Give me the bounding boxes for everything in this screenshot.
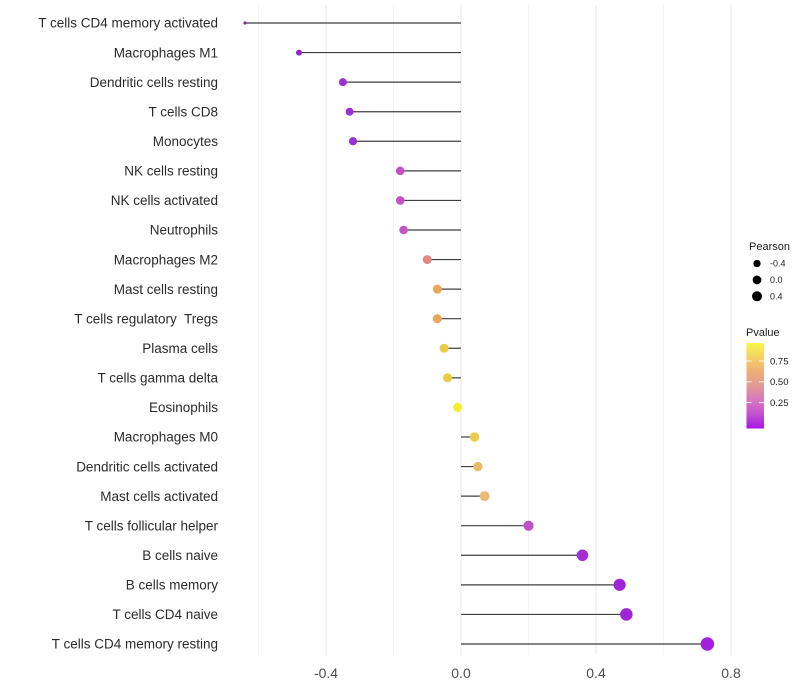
row-label: T cells regulatory Tregs <box>74 311 218 326</box>
row-label: Macrophages M2 <box>114 252 218 267</box>
row-label: NK cells activated <box>111 193 218 208</box>
row-label: Mast cells activated <box>100 489 218 504</box>
row-label: T cells CD4 memory activated <box>38 16 218 31</box>
dot <box>576 549 589 562</box>
dot <box>439 343 449 353</box>
dot <box>700 637 715 651</box>
dot <box>399 225 408 235</box>
pearson-legend-title: Pearson <box>749 241 790 253</box>
dot <box>243 21 247 25</box>
row-label: B cells naive <box>142 548 218 563</box>
row-label: Dendritic cells resting <box>90 75 218 90</box>
dot <box>296 49 302 56</box>
row-label: T cells follicular helper <box>85 518 219 533</box>
dot <box>345 107 354 116</box>
pvalue-tick-label: 0.75 <box>770 356 789 367</box>
dot <box>432 284 442 294</box>
row-label: T cells CD8 <box>148 104 218 119</box>
dot <box>348 137 358 146</box>
pearson-legend-dot <box>753 259 761 268</box>
row-label: Mast cells resting <box>114 282 218 297</box>
row-label: Monocytes <box>153 134 219 149</box>
pvalue-legend-title: Pvalue <box>746 327 780 339</box>
row-label: Macrophages M0 <box>114 430 218 445</box>
dot <box>395 196 405 205</box>
pearson-legend-label: 0.4 <box>770 291 783 301</box>
dot <box>473 461 483 472</box>
pearson-legend-label: -0.4 <box>770 259 786 269</box>
dot <box>453 402 463 412</box>
row-label: T cells CD4 naive <box>112 607 218 622</box>
dot <box>613 578 626 591</box>
pvalue-colorbar <box>746 343 764 429</box>
row-label: T cells CD4 memory resting <box>52 637 218 652</box>
dot <box>395 166 405 176</box>
dot <box>422 255 432 265</box>
row-label: Neutrophils <box>150 223 219 238</box>
x-tick-label: 0.8 <box>721 665 741 681</box>
pearson-legend-dot <box>752 275 762 285</box>
pvalue-tick-label: 0.50 <box>770 377 789 388</box>
pvalue-tick-label: 0.25 <box>770 398 789 409</box>
pearson-legend-label: 0.0 <box>770 275 783 285</box>
dot <box>479 491 490 502</box>
dot <box>523 520 534 531</box>
pearson-legend-dot <box>752 291 762 302</box>
x-tick-label: -0.4 <box>314 665 338 681</box>
dot <box>338 78 347 87</box>
row-label: Eosinophils <box>149 400 218 415</box>
row-label: Dendritic cells activated <box>76 459 218 474</box>
row-label: B cells memory <box>126 578 219 593</box>
row-label: T cells gamma delta <box>97 371 218 386</box>
dot <box>443 373 452 383</box>
row-label: NK cells resting <box>124 164 218 179</box>
dot <box>469 432 480 442</box>
dot <box>620 608 633 621</box>
row-label: Plasma cells <box>142 341 218 356</box>
row-label: Macrophages M1 <box>114 45 218 60</box>
x-tick-label: 0.4 <box>586 665 606 681</box>
x-tick-label: 0.0 <box>451 665 471 681</box>
dot <box>432 314 442 324</box>
